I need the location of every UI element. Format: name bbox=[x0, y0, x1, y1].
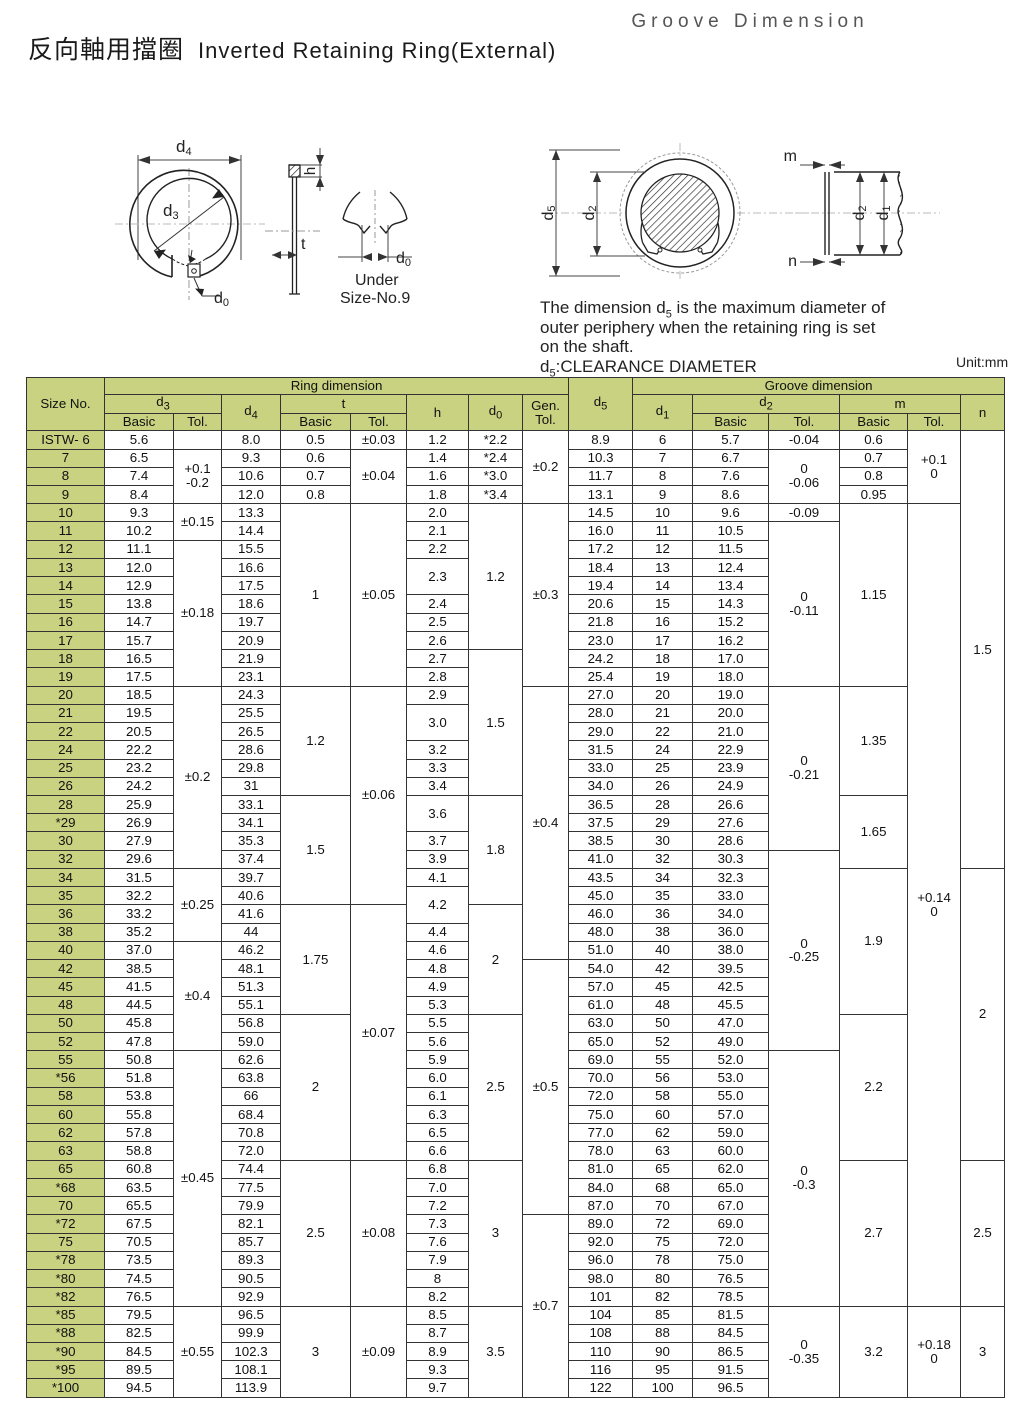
svg-text:Under: Under bbox=[355, 272, 399, 289]
svg-text:d5: d5 bbox=[540, 205, 558, 220]
svg-text:n: n bbox=[788, 253, 797, 270]
svg-text:d0: d0 bbox=[396, 250, 411, 269]
svg-text:d2: d2 bbox=[851, 205, 869, 220]
svg-text:t: t bbox=[301, 236, 306, 253]
svg-text:m: m bbox=[784, 148, 797, 165]
svg-text:Size-No.9: Size-No.9 bbox=[340, 290, 410, 307]
svg-text:Groove Dimension: Groove Dimension bbox=[631, 11, 868, 32]
svg-text:d0: d0 bbox=[214, 290, 229, 309]
svg-text:d3: d3 bbox=[163, 201, 179, 222]
svg-text:d4: d4 bbox=[176, 137, 192, 158]
svg-text:h: h bbox=[302, 167, 319, 175]
svg-text:d1: d1 bbox=[875, 205, 893, 220]
svg-text:d2: d2 bbox=[581, 205, 599, 220]
